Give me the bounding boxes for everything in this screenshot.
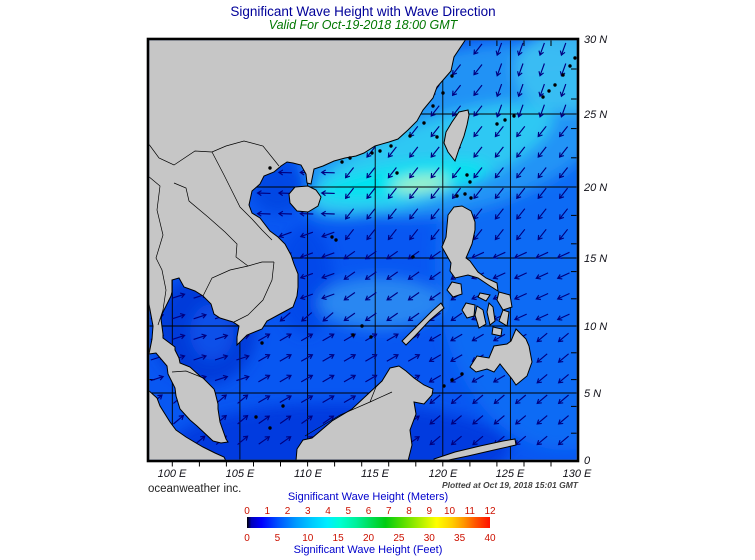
latitude-labels: 30 N 25 N 20 N 15 N 10 N 5 N 0 <box>583 34 607 467</box>
lat-label: 10 N <box>584 321 607 333</box>
colorbar-meters-tick: 7 <box>386 506 392 517</box>
colorbar-feet-tick: 5 <box>275 533 281 544</box>
lon-label: 100 E <box>158 468 187 480</box>
lat-label: 0 <box>584 455 591 467</box>
longitude-labels: 100 E 105 E 110 E 115 E 120 E 125 E 130 … <box>158 468 592 480</box>
island-mindoro <box>446 281 463 298</box>
colorbar-feet-tick: 40 <box>484 533 496 544</box>
island-mindanao <box>469 328 533 386</box>
colorbar-meters-ticks: 0 1 2 3 4 5 6 7 8 9 10 11 12 <box>244 506 496 517</box>
colorbar-meters-tick: 0 <box>244 506 250 517</box>
lat-label: 30 N <box>584 34 607 46</box>
colorbar-feet-tick: 20 <box>363 533 375 544</box>
colorbar-feet-tick: 15 <box>333 533 345 544</box>
island-palawan <box>401 302 445 346</box>
lon-label: 105 E <box>226 468 255 480</box>
colorbar-feet-ticks: 0 5 10 15 20 25 30 35 40 <box>244 533 496 544</box>
colorbar-feet-tick: 35 <box>454 533 466 544</box>
island-masbate <box>477 292 491 302</box>
colorbar-meters-tick: 9 <box>427 506 433 517</box>
map-frame <box>146 37 580 463</box>
lon-label: 110 E <box>294 468 323 480</box>
country-borders <box>149 140 393 437</box>
plotted-timestamp: Plotted at Oct 19, 2018 15:01 GMT <box>442 480 579 490</box>
colorbar-feet-tick: 25 <box>393 533 405 544</box>
colorbar-title-feet: Significant Wave Height (Feet) <box>294 544 443 556</box>
lat-label: 20 N <box>583 182 607 194</box>
island-borneo <box>295 365 434 460</box>
colorbar-meters-tick: 10 <box>444 506 456 517</box>
island-leyte <box>498 309 510 327</box>
land-masses <box>149 40 533 460</box>
colorbar-meters-tick: 2 <box>285 506 291 517</box>
land-mainland-asia <box>149 40 466 444</box>
colorbar-meters-tick: 11 <box>465 506 476 517</box>
island-sulawesi <box>433 438 517 460</box>
island-taiwan <box>443 109 470 163</box>
lat-label: 5 N <box>584 388 601 400</box>
island-luzon <box>441 205 499 292</box>
colorbar-meters-tick: 8 <box>406 506 412 517</box>
small-island-specks <box>254 56 577 430</box>
lon-label: 125 E <box>496 468 525 480</box>
lon-label: 130 E <box>563 468 592 480</box>
colorbar-meters-tick: 4 <box>325 506 331 517</box>
lat-label: 25 N <box>583 109 607 121</box>
credit-text: oceanweather inc. <box>148 483 241 495</box>
lon-label: 120 E <box>429 468 458 480</box>
island-cebu <box>486 302 496 326</box>
colorbar-meters-tick: 3 <box>305 506 311 517</box>
island-negros <box>474 305 487 329</box>
lat-label: 15 N <box>584 253 607 265</box>
colorbar-title-meters: Significant Wave Height (Meters) <box>288 491 448 503</box>
colorbar-meters-tick: 12 <box>484 506 496 517</box>
valid-time-subtitle: Valid For Oct-19-2018 18:00 GMT <box>269 18 459 32</box>
colorbar-feet-tick: 10 <box>302 533 314 544</box>
island-hainan <box>288 185 322 213</box>
colorbar-meters-tick: 5 <box>346 506 352 517</box>
lon-label: 115 E <box>361 468 390 480</box>
island-samar <box>496 291 513 311</box>
page-title: Significant Wave Height with Wave Direct… <box>230 4 495 19</box>
colorbar-feet-tick: 0 <box>244 533 250 544</box>
island-panay <box>461 302 476 319</box>
island-sumatra <box>149 390 226 460</box>
colorbar-gradient-bar <box>247 517 490 528</box>
island-bohol <box>491 326 503 337</box>
colorbar-meters-tick: 6 <box>366 506 372 517</box>
colorbar-feet-tick: 30 <box>424 533 436 544</box>
colorbar-meters-tick: 1 <box>265 506 271 517</box>
